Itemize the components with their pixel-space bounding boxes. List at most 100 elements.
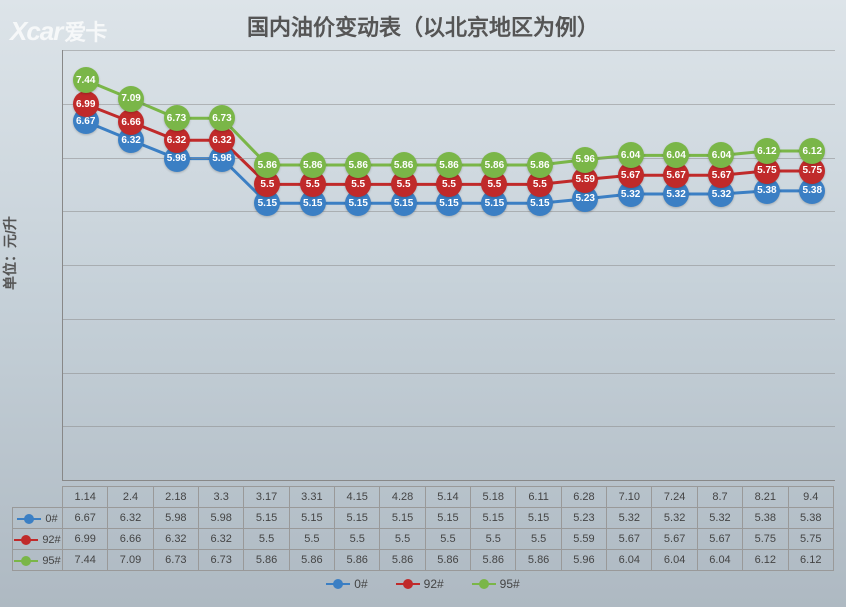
data-marker: 7.09	[118, 86, 144, 112]
table-cell: 5.67	[607, 529, 652, 550]
table-cell: 7.09	[108, 550, 153, 571]
table-cell: 5.5	[335, 529, 380, 550]
legend: 0# 92# 95#	[0, 574, 846, 591]
data-marker: 6.04	[663, 142, 689, 168]
data-marker: 7.44	[73, 67, 99, 93]
data-table: 1.142.42.183.33.173.314.154.285.145.186.…	[12, 486, 834, 571]
table-cell: 6.32	[199, 529, 244, 550]
table-cell: 5.38	[788, 508, 834, 529]
table-row-label: 95#	[13, 550, 63, 571]
table-cell: 5.59	[561, 529, 606, 550]
data-marker: 6.04	[708, 142, 734, 168]
table-header-cell: 7.10	[607, 487, 652, 508]
table-header-cell: 8.7	[697, 487, 742, 508]
y-axis-label: 单位：元/升	[0, 216, 20, 290]
table-header-cell: 8.21	[743, 487, 788, 508]
chart-title: 国内油价变动表（以北京地区为例）	[0, 10, 846, 42]
data-marker: 5.86	[481, 152, 507, 178]
table-cell: 6.67	[63, 508, 108, 529]
data-marker: 5.86	[345, 152, 371, 178]
table-cell: 5.98	[199, 508, 244, 529]
table-cell: 6.73	[153, 550, 198, 571]
table-header-cell: 1.14	[63, 487, 108, 508]
table-cell: 5.5	[516, 529, 561, 550]
table-cell: 5.86	[516, 550, 561, 571]
table-cell: 5.32	[697, 508, 742, 529]
table-header-cell: 4.28	[380, 487, 425, 508]
table-cell: 6.99	[63, 529, 108, 550]
gridline	[63, 373, 835, 374]
table-cell: 5.5	[380, 529, 425, 550]
table-cell: 5.32	[607, 508, 652, 529]
data-marker: 6.66	[118, 109, 144, 135]
table-cell: 5.38	[743, 508, 788, 529]
gridline	[63, 265, 835, 266]
table-cell: 6.12	[743, 550, 788, 571]
table-cell: 7.44	[63, 550, 108, 571]
gridline	[63, 319, 835, 320]
data-marker: 5.86	[300, 152, 326, 178]
table-row-label: 92#	[13, 529, 63, 550]
table-cell: 6.66	[108, 529, 153, 550]
table-cell: 5.86	[380, 550, 425, 571]
table-cell: 5.98	[153, 508, 198, 529]
table-row-label: 0#	[13, 508, 63, 529]
table-row: 92#6.996.666.326.325.55.55.55.55.55.55.5…	[13, 529, 834, 550]
table-cell: 5.15	[516, 508, 561, 529]
table-header-row: 1.142.42.183.33.173.314.154.285.145.186.…	[13, 487, 834, 508]
data-marker: 5.86	[254, 152, 280, 178]
gridline	[63, 426, 835, 427]
table-header-cell: 3.3	[199, 487, 244, 508]
data-marker: 6.04	[618, 142, 644, 168]
legend-item: 92#	[396, 577, 444, 591]
legend-item: 95#	[472, 577, 520, 591]
table-header-cell: 7.24	[652, 487, 697, 508]
table-cell: 5.67	[697, 529, 742, 550]
table-cell: 6.12	[788, 550, 834, 571]
table-row: 95#7.447.096.736.735.865.865.865.865.865…	[13, 550, 834, 571]
table-header-cell: 2.18	[153, 487, 198, 508]
table-header-cell: 3.31	[289, 487, 334, 508]
table-row: 0#6.676.325.985.985.155.155.155.155.155.…	[13, 508, 834, 529]
table-header-cell: 5.18	[471, 487, 516, 508]
data-marker: 6.73	[164, 105, 190, 131]
chart-container: Xcar爱卡 国内油价变动表（以北京地区为例） 单位：元/升 6.676.325…	[0, 0, 846, 607]
data-marker: 5.86	[391, 152, 417, 178]
table-cell: 5.15	[289, 508, 334, 529]
table-header-cell: 9.4	[788, 487, 834, 508]
data-marker: 5.86	[527, 152, 553, 178]
table-cell: 6.73	[199, 550, 244, 571]
table-cell: 5.23	[561, 508, 606, 529]
data-marker: 5.96	[572, 147, 598, 173]
table-cell: 5.15	[380, 508, 425, 529]
data-marker: 6.12	[754, 138, 780, 164]
table-cell: 5.15	[244, 508, 289, 529]
table-cell: 5.15	[471, 508, 516, 529]
table-cell: 6.04	[652, 550, 697, 571]
table-cell: 5.75	[743, 529, 788, 550]
table-cell: 6.32	[153, 529, 198, 550]
table-cell: 5.32	[652, 508, 697, 529]
table-cell: 6.04	[607, 550, 652, 571]
table-cell: 5.86	[425, 550, 470, 571]
data-marker: 6.99	[73, 91, 99, 117]
legend-item: 0#	[326, 577, 367, 591]
table-cell: 5.5	[425, 529, 470, 550]
table-cell: 6.32	[108, 508, 153, 529]
table-cell: 6.04	[697, 550, 742, 571]
table-header-cell: 4.15	[335, 487, 380, 508]
table-header-cell: 6.11	[516, 487, 561, 508]
table-cell: 5.86	[471, 550, 516, 571]
table-header-cell: 5.14	[425, 487, 470, 508]
table-cell: 5.96	[561, 550, 606, 571]
table-cell: 5.86	[335, 550, 380, 571]
table-header-cell: 3.17	[244, 487, 289, 508]
plot-area: 6.676.325.985.985.155.155.155.155.155.15…	[62, 50, 835, 481]
table-cell: 5.15	[425, 508, 470, 529]
table-cell: 5.5	[471, 529, 516, 550]
table-cell: 5.67	[652, 529, 697, 550]
table-header-cell: 2.4	[108, 487, 153, 508]
table-cell: 5.75	[788, 529, 834, 550]
table-cell: 5.5	[244, 529, 289, 550]
table-header-cell: 6.28	[561, 487, 606, 508]
